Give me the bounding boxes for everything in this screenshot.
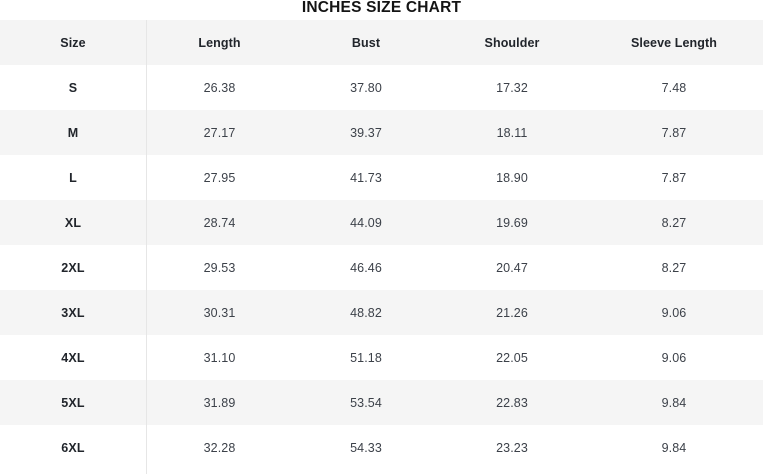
table-header-row: Size Length Bust Shoulder Sleeve Length — [0, 20, 763, 65]
cell-shoulder: 23.23 — [496, 440, 528, 455]
size-chart-table: Size Length Bust Shoulder Sleeve Length … — [0, 20, 763, 470]
cell-bust: 54.33 — [350, 440, 382, 455]
cell-size: S — [68, 80, 78, 95]
cell-shoulder: 17.32 — [496, 80, 528, 95]
cell-length: 31.10 — [203, 350, 236, 365]
cell-bust: 46.46 — [350, 260, 382, 275]
page-title: INCHES SIZE CHART — [301, 0, 462, 16]
cell-bust: 48.82 — [350, 305, 382, 320]
table-row: 5XL 31.89 53.54 22.83 9.84 — [0, 380, 763, 425]
cell-shoulder: 21.26 — [496, 305, 528, 320]
cell-sleeve-length: 9.84 — [661, 440, 687, 455]
cell-bust: 44.09 — [350, 215, 382, 230]
cell-shoulder: 20.47 — [496, 260, 528, 275]
cell-size: 3XL — [61, 305, 85, 320]
table-body: S 26.38 37.80 17.32 7.48 M 27.17 39.37 1… — [0, 65, 763, 470]
cell-sleeve-length: 7.87 — [661, 170, 687, 185]
cell-size: 6XL — [61, 440, 85, 455]
cell-sleeve-length: 9.84 — [661, 395, 687, 410]
cell-length: 28.74 — [203, 215, 236, 230]
cell-size: 2XL — [61, 260, 85, 275]
table-row: XL 28.74 44.09 19.69 8.27 — [0, 200, 763, 245]
table-row: M 27.17 39.37 18.11 7.87 — [0, 110, 763, 155]
cell-length: 26.38 — [203, 80, 236, 95]
column-header-sleeve-length: Sleeve Length — [630, 35, 718, 50]
cell-size: 5XL — [61, 395, 85, 410]
cell-sleeve-length: 9.06 — [661, 350, 687, 365]
cell-length: 27.17 — [203, 125, 236, 140]
table-row: 2XL 29.53 46.46 20.47 8.27 — [0, 245, 763, 290]
table-row: 4XL 31.10 51.18 22.05 9.06 — [0, 335, 763, 380]
cell-bust: 37.80 — [350, 80, 382, 95]
table-row: S 26.38 37.80 17.32 7.48 — [0, 65, 763, 110]
cell-shoulder: 19.69 — [496, 215, 528, 230]
cell-sleeve-length: 8.27 — [661, 260, 687, 275]
cell-shoulder: 22.05 — [496, 350, 528, 365]
column-header-length: Length — [198, 35, 241, 50]
table-header: Size Length Bust Shoulder Sleeve Length — [0, 20, 763, 65]
cell-size: XL — [64, 215, 82, 230]
cell-shoulder: 22.83 — [496, 395, 528, 410]
cell-bust: 53.54 — [350, 395, 382, 410]
table-row: 3XL 30.31 48.82 21.26 9.06 — [0, 290, 763, 335]
cell-bust: 41.73 — [350, 170, 382, 185]
column-header-bust: Bust — [351, 35, 381, 50]
cell-sleeve-length: 8.27 — [661, 215, 687, 230]
cell-bust: 51.18 — [350, 350, 382, 365]
cell-length: 31.89 — [203, 395, 236, 410]
cell-length: 27.95 — [203, 170, 236, 185]
cell-size: L — [69, 170, 77, 185]
cell-sleeve-length: 7.48 — [661, 80, 687, 95]
cell-sleeve-length: 7.87 — [661, 125, 687, 140]
cell-length: 32.28 — [203, 440, 236, 455]
table-row: L 27.95 41.73 18.90 7.87 — [0, 155, 763, 200]
cell-sleeve-length: 9.06 — [661, 305, 687, 320]
cell-shoulder: 18.90 — [496, 170, 528, 185]
cell-length: 29.53 — [203, 260, 236, 275]
cell-length: 30.31 — [203, 305, 236, 320]
cell-shoulder: 18.11 — [496, 125, 528, 140]
column-header-size: Size — [60, 35, 86, 50]
column-header-shoulder: Shoulder — [484, 35, 540, 50]
cell-bust: 39.37 — [350, 125, 382, 140]
table-row: 6XL 32.28 54.33 23.23 9.84 — [0, 425, 763, 470]
cell-size: M — [67, 125, 79, 140]
cell-size: 4XL — [61, 350, 85, 365]
